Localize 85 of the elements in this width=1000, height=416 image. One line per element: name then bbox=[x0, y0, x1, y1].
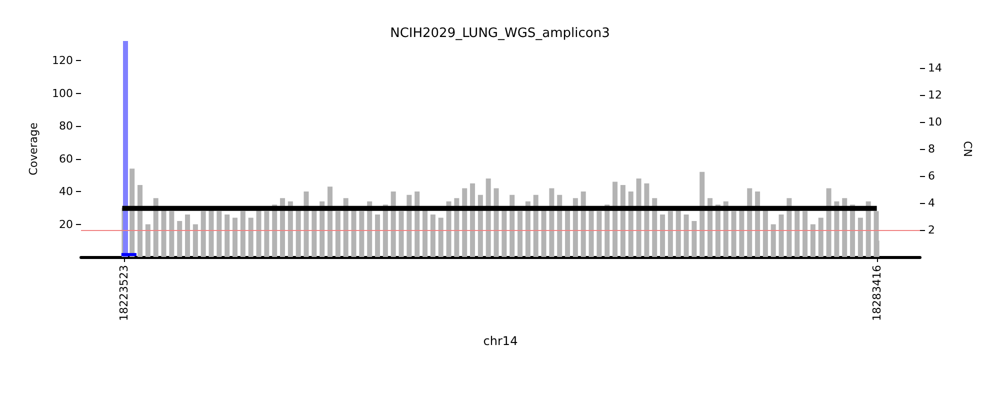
y-tick-label: 60 bbox=[59, 152, 73, 166]
bar bbox=[304, 192, 309, 257]
bar bbox=[414, 192, 420, 257]
y2-tick-label: 4 bbox=[928, 196, 935, 210]
bar bbox=[572, 198, 578, 257]
bar bbox=[454, 198, 460, 257]
y-axis-title: Coverage bbox=[27, 122, 40, 176]
bar bbox=[145, 224, 150, 257]
y2-tick-label: 14 bbox=[928, 62, 942, 74]
bar bbox=[708, 198, 713, 257]
x-tick-label: 18283416 bbox=[870, 265, 884, 321]
bar bbox=[130, 168, 135, 257]
bar bbox=[747, 188, 752, 257]
bar bbox=[398, 211, 404, 257]
bar bbox=[200, 211, 206, 257]
bar bbox=[216, 211, 222, 257]
bar bbox=[264, 211, 270, 257]
y-tick-label: 120 bbox=[52, 54, 73, 68]
bar bbox=[335, 211, 340, 257]
bar bbox=[826, 188, 832, 257]
bar bbox=[486, 178, 491, 257]
bar bbox=[224, 214, 230, 257]
bar bbox=[652, 198, 658, 257]
bar bbox=[660, 214, 666, 257]
bar bbox=[232, 218, 238, 257]
y-tick-label: 20 bbox=[59, 218, 73, 231]
bar bbox=[818, 218, 824, 257]
bar bbox=[668, 211, 673, 257]
bar bbox=[580, 192, 586, 257]
bar bbox=[842, 198, 848, 257]
bar bbox=[786, 198, 792, 257]
bar bbox=[248, 218, 254, 257]
bar bbox=[778, 214, 784, 257]
bar bbox=[620, 185, 626, 257]
bar bbox=[636, 178, 642, 257]
bar bbox=[169, 211, 174, 257]
y2-tick-label: 10 bbox=[928, 116, 942, 128]
bar bbox=[438, 218, 444, 257]
x-tick-label: 18223523 bbox=[118, 265, 131, 321]
bar bbox=[596, 211, 602, 257]
chart-title: NCIH2029_LUNG_WGS_amplicon3 bbox=[390, 26, 610, 41]
bar bbox=[612, 182, 618, 257]
bar bbox=[510, 194, 515, 257]
bar bbox=[858, 218, 863, 257]
bar bbox=[406, 194, 412, 257]
y2-axis-title: CN bbox=[961, 141, 974, 157]
bar bbox=[628, 192, 634, 257]
bar bbox=[810, 224, 816, 257]
bar bbox=[462, 188, 468, 257]
bar bbox=[518, 211, 523, 257]
y2-tick-label: 2 bbox=[928, 224, 935, 236]
bar bbox=[343, 198, 348, 257]
bar bbox=[177, 221, 182, 257]
bar bbox=[770, 224, 776, 257]
x-axis-title: chr14 bbox=[483, 334, 518, 348]
bar bbox=[192, 224, 198, 257]
bar bbox=[684, 214, 689, 257]
bar bbox=[802, 211, 808, 257]
bar bbox=[700, 172, 705, 257]
bar bbox=[240, 211, 246, 257]
bar bbox=[153, 198, 158, 257]
bar bbox=[549, 188, 554, 257]
bar bbox=[478, 194, 483, 257]
bar bbox=[359, 211, 364, 257]
bar bbox=[280, 198, 286, 257]
bar bbox=[755, 192, 760, 257]
bar bbox=[692, 221, 697, 257]
y-tick-label: 80 bbox=[59, 120, 73, 133]
bar bbox=[430, 214, 436, 257]
y-tick-label: 40 bbox=[59, 185, 73, 198]
bar bbox=[533, 194, 538, 257]
y2-tick-label: 8 bbox=[928, 142, 935, 156]
bar bbox=[557, 194, 562, 257]
bar bbox=[470, 183, 476, 257]
bar bbox=[390, 192, 396, 257]
y2-tick-label: 6 bbox=[928, 170, 935, 182]
bar bbox=[494, 188, 499, 257]
bar bbox=[731, 211, 736, 257]
bar bbox=[375, 214, 380, 257]
bar bbox=[644, 183, 650, 257]
bar bbox=[328, 186, 333, 257]
y2-tick-label: 12 bbox=[928, 88, 942, 102]
y-tick-label: 100 bbox=[52, 86, 73, 100]
bar bbox=[138, 185, 143, 257]
bar bbox=[185, 214, 190, 257]
